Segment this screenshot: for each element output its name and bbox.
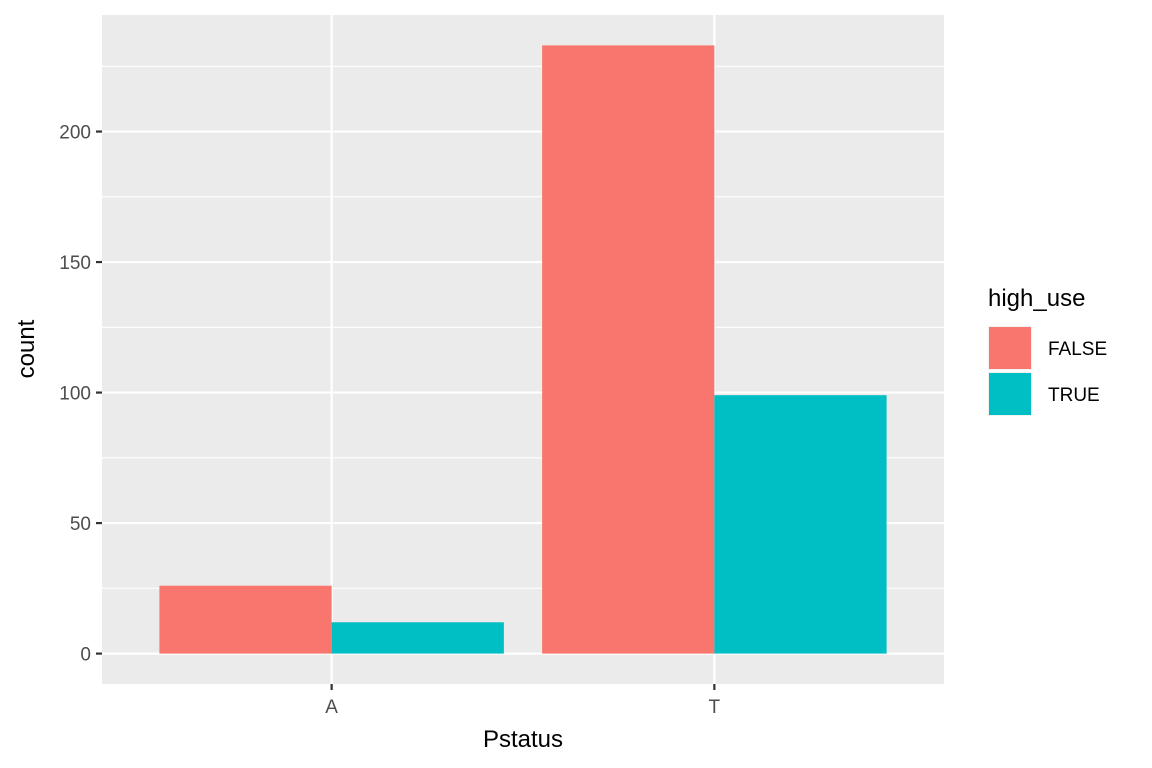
y-axis: 0 50 100 150 200 [59, 123, 102, 666]
bar-true-a [331, 622, 504, 654]
y-tick-label: 0 [80, 645, 91, 666]
y-tick-label: 150 [59, 253, 91, 274]
y-tick-label: 200 [59, 123, 91, 144]
x-tick-label: A [325, 697, 338, 718]
legend: high_use FALSE TRUE [988, 285, 1107, 416]
y-tick-label: 100 [59, 384, 91, 405]
legend-key-true [989, 373, 1031, 415]
x-axis-title: Pstatus [483, 726, 563, 753]
legend-title: high_use [988, 285, 1085, 312]
bars [159, 45, 887, 654]
y-axis-title: count [13, 319, 40, 378]
y-tick-label: 50 [70, 514, 91, 535]
bar-true-t [714, 395, 887, 654]
bar-false-t [542, 45, 715, 654]
legend-key-false [989, 327, 1031, 369]
legend-label-false: FALSE [1048, 339, 1107, 360]
x-tick-label: T [709, 697, 721, 718]
legend-label-true: TRUE [1048, 385, 1100, 406]
bar-false-a [159, 585, 332, 654]
